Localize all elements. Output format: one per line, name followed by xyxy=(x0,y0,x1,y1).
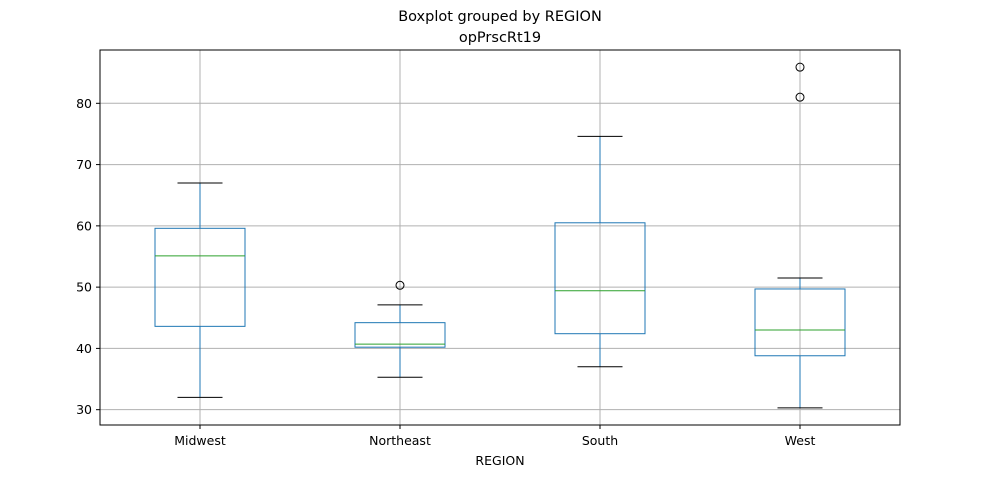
box-group-south xyxy=(554,135,646,368)
y-tick-label: 30 xyxy=(76,402,92,417)
box-group-midwest xyxy=(154,182,246,398)
iqr-box xyxy=(154,227,246,327)
y-tick-label: 50 xyxy=(76,280,92,295)
x-tick-label: Northeast xyxy=(369,433,431,448)
plot-area-frame xyxy=(99,49,901,426)
x-tick-label: Midwest xyxy=(174,433,226,448)
outlier-point xyxy=(395,280,405,290)
box-group-northeast xyxy=(354,280,446,378)
iqr-box xyxy=(354,322,446,348)
outlier-point xyxy=(795,62,805,72)
y-tick-label: 70 xyxy=(76,157,92,172)
axis-ticks: 30 40 50 60 70 80 Midwest Northeast South West xyxy=(76,96,815,448)
y-tick-label: 80 xyxy=(76,96,92,111)
chart-subtitle: opPrscRt19 xyxy=(459,30,541,46)
iqr-box xyxy=(554,222,646,335)
iqr-box xyxy=(754,288,846,357)
outlier-point xyxy=(795,92,805,102)
x-axis-label: REGION xyxy=(475,453,524,468)
chart-title: Boxplot grouped by REGION xyxy=(398,9,602,25)
y-tick-label: 60 xyxy=(76,218,92,233)
x-tick-label: West xyxy=(785,433,816,448)
y-tick-label: 40 xyxy=(76,341,92,356)
x-tick-label: South xyxy=(582,433,618,448)
grid-lines xyxy=(100,50,900,425)
boxes-layer xyxy=(154,62,846,409)
box-group-west xyxy=(754,62,846,409)
